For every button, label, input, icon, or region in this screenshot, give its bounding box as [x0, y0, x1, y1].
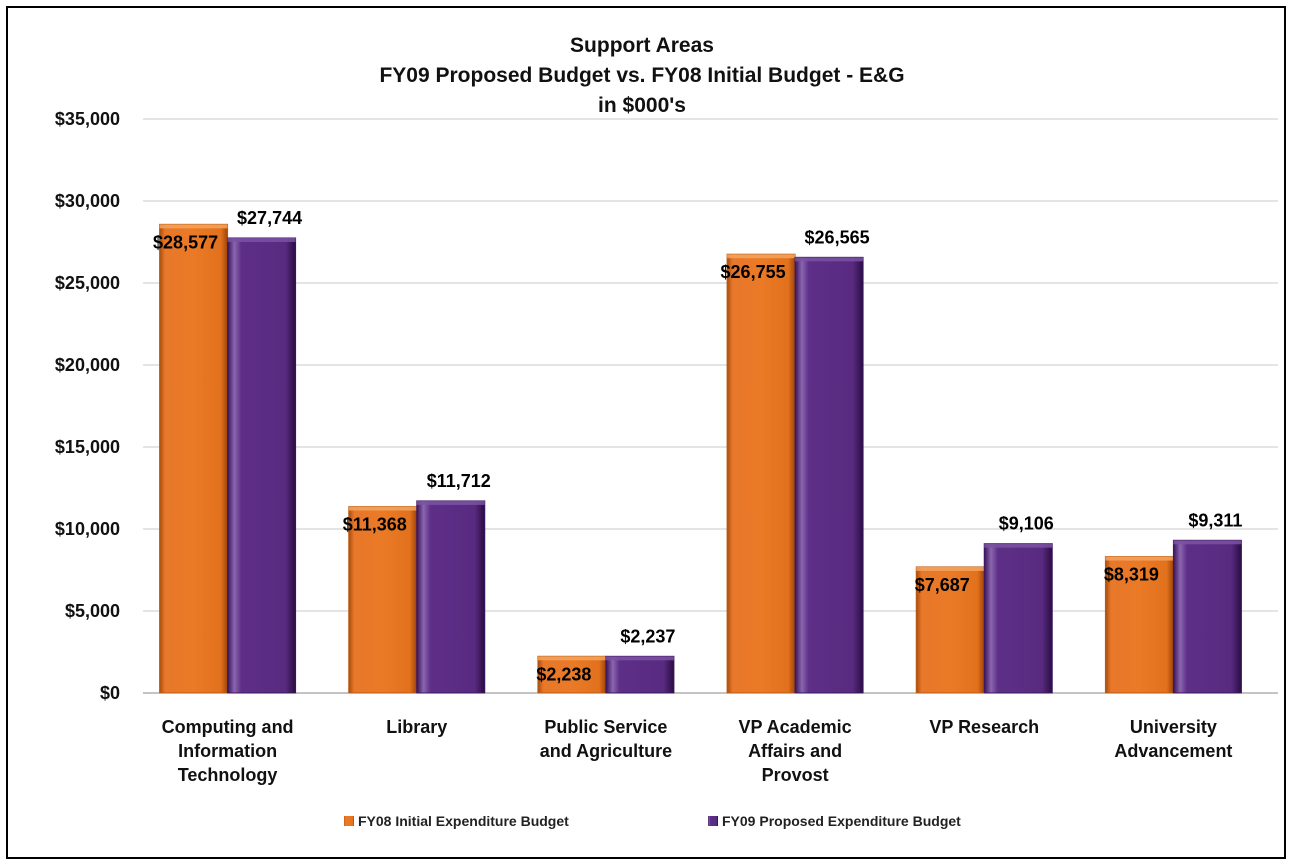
data-label-fy09: $27,744 — [237, 208, 302, 228]
bar-fy09 — [227, 237, 297, 694]
x-category-label: VP Academic — [739, 717, 852, 737]
bar-fy09 — [605, 655, 675, 694]
bar-top-bevel — [727, 254, 796, 259]
data-label-fy08: $2,238 — [536, 664, 591, 684]
data-label-fy09: $11,712 — [427, 471, 491, 491]
bar-fy08 — [915, 566, 985, 694]
bar-top-bevel — [1105, 556, 1174, 561]
x-category-label: VP Research — [929, 717, 1039, 737]
bar-top-bevel — [795, 257, 864, 262]
data-label-fy08: $28,577 — [153, 232, 218, 252]
y-tick-label: $10,000 — [55, 519, 120, 539]
chart-subtitle-units: in $000's — [598, 94, 686, 117]
x-category-label: Library — [386, 717, 447, 737]
data-label-fy09: $26,565 — [805, 227, 870, 247]
x-category-label: Provost — [762, 765, 829, 785]
data-label-fy08: $8,319 — [1104, 565, 1159, 585]
data-label-fy09: $9,311 — [1188, 510, 1242, 530]
data-label-fy08: $11,368 — [343, 515, 407, 535]
bar-top-bevel — [416, 500, 485, 505]
legend-label: FY09 Proposed Expenditure Budget — [722, 813, 961, 829]
bars — [159, 223, 1242, 694]
bar-top-bevel — [159, 224, 228, 229]
legend: FY08 Initial Expenditure Budget FY09 Prop… — [344, 813, 961, 829]
chart-subtitle: FY09 Proposed Budget vs. FY08 Initial Bu… — [379, 64, 904, 87]
bar-chart: Support Areas FY09 Proposed Budget vs. F… — [55, 34, 1278, 829]
gridlines — [143, 118, 1278, 694]
bar-top-bevel — [537, 656, 606, 661]
bar-fy08 — [159, 223, 229, 694]
data-label-fy09: $9,106 — [999, 514, 1054, 534]
bar-top-bevel — [916, 566, 985, 571]
x-category-label: Information — [178, 741, 277, 761]
data-label-fy08: $26,755 — [721, 262, 786, 282]
legend-swatch-fy09 — [708, 816, 718, 826]
y-tick-label: $30,000 — [55, 191, 120, 211]
legend-swatch-fy08 — [344, 816, 354, 826]
y-tick-label: $25,000 — [55, 273, 120, 293]
y-tick-label: $0 — [100, 683, 120, 703]
data-label-fy08: $7,687 — [915, 575, 970, 595]
y-tick-label: $20,000 — [55, 355, 120, 375]
y-tick-label: $5,000 — [65, 601, 120, 621]
x-axis-categories: Computing and Information Technology Librar… — [162, 717, 1233, 785]
x-category-label: Affairs and — [748, 741, 842, 761]
x-category-label: University — [1130, 717, 1217, 737]
x-category-label: Public Service — [544, 717, 667, 737]
legend-label: FY08 Initial Expenditure Budget — [358, 813, 569, 829]
bar-top-bevel — [227, 237, 296, 242]
chart-title: Support Areas FY09 Proposed Budget vs. F… — [379, 34, 904, 117]
bar-fy08 — [537, 655, 607, 694]
bar-top-bevel — [348, 506, 417, 511]
bar-fy08 — [726, 253, 796, 694]
bar-top-bevel — [605, 656, 674, 661]
x-category-label: Computing and — [162, 717, 294, 737]
x-category-label: Advancement — [1114, 741, 1232, 761]
data-labels: $28,577 $27,744 $11,368 $11,712 $2,238 $2,237… — [153, 208, 1242, 684]
y-tick-label: $15,000 — [55, 437, 120, 457]
bar-top-bevel — [984, 543, 1053, 548]
bar-top-bevel — [1173, 540, 1242, 545]
y-tick-label: $35,000 — [55, 109, 120, 129]
bar-fy08 — [348, 506, 418, 694]
data-label-fy09: $2,237 — [620, 626, 675, 646]
bar-fy09 — [983, 543, 1053, 694]
chart-title-line-1: Support Areas — [570, 34, 714, 57]
bar-fy09 — [794, 256, 864, 694]
chart-frame: Support Areas FY09 Proposed Budget vs. F… — [6, 6, 1286, 859]
bar-fy09 — [1172, 539, 1242, 694]
bar-fy09 — [416, 500, 486, 694]
x-category-label: and Agriculture — [540, 741, 672, 761]
y-axis-ticks: $0 $5,000 $10,000 $15,000 $20,000 $25,000 $30,… — [55, 109, 120, 703]
x-category-label: Technology — [178, 765, 278, 785]
